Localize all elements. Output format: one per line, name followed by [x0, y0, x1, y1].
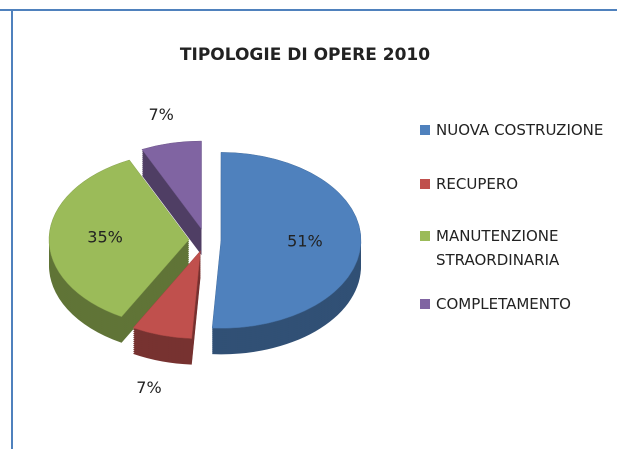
legend-label: RECUPERO	[436, 175, 519, 193]
legend-item: COMPLETAMENTO	[420, 292, 610, 316]
legend-swatch	[420, 179, 430, 189]
legend-label: MANUTENZIONE STRAORDINARIA	[436, 227, 560, 269]
data-label: 7%	[136, 378, 161, 397]
legend-item: NUOVA COSTRUZIONE	[420, 118, 610, 142]
data-label: 35%	[87, 227, 123, 246]
data-label: 51%	[287, 232, 323, 251]
chart-title: TIPOLOGIE DI OPERE 2010	[180, 45, 430, 65]
slice	[211, 152, 362, 329]
data-label: 7%	[149, 105, 174, 124]
legend-swatch	[420, 299, 430, 309]
legend-label: COMPLETAMENTO	[436, 295, 571, 313]
slice	[132, 250, 201, 339]
legend-swatch	[420, 231, 430, 241]
slice	[141, 140, 202, 230]
slice-tops	[48, 140, 362, 339]
legend-label: NUOVA COSTRUZIONE	[436, 121, 604, 139]
legend-item: MANUTENZIONE STRAORDINARIA	[420, 224, 610, 272]
slice	[48, 159, 190, 318]
legend-item: RECUPERO	[420, 172, 610, 196]
legend-swatch	[420, 125, 430, 135]
legend: NUOVA COSTRUZIONE RECUPERO MANUTENZIONE ST…	[420, 118, 610, 316]
